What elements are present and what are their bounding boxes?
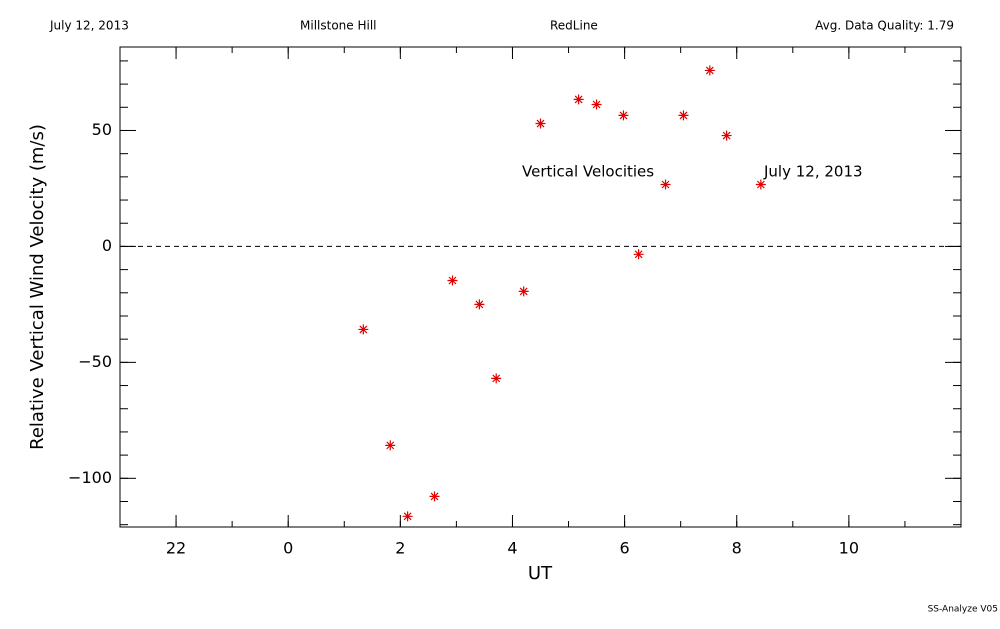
header-quality: Avg. Data Quality: 1.79 [815, 19, 954, 33]
data-point [660, 179, 671, 190]
data-point [402, 511, 413, 522]
x-tick-label: 0 [283, 539, 293, 558]
data-point [573, 94, 584, 105]
data-point [518, 286, 529, 297]
y-tick-label: −50 [78, 352, 112, 371]
data-point [721, 130, 732, 141]
x-tick-label: 2 [395, 539, 405, 558]
x-tick-label: 22 [166, 539, 186, 558]
y-tick-label: −100 [68, 468, 112, 487]
footer: SS-Analyze V05 [928, 605, 998, 615]
data-point [447, 275, 458, 286]
y-tick-label: 50 [92, 120, 112, 139]
data-point [474, 299, 485, 310]
data-point [358, 324, 369, 335]
data-point [491, 373, 502, 384]
header-site: Millstone Hill [300, 19, 376, 33]
data-point [633, 249, 644, 260]
plot-frame [119, 46, 962, 528]
data-point [618, 110, 629, 121]
data-point [678, 110, 689, 121]
data-point [704, 65, 715, 76]
data-point [755, 179, 766, 190]
data-point [429, 491, 440, 502]
x-tick-label: 10 [839, 539, 859, 558]
data-point [591, 99, 602, 110]
header-date: July 12, 2013 [49, 19, 129, 33]
x-axis-label: UT [528, 563, 553, 584]
annotation: Vertical Velocities [522, 163, 654, 181]
annotation: July 12, 2013 [763, 163, 863, 181]
x-tick-label: 4 [507, 539, 517, 558]
header-line: RedLine [550, 19, 598, 33]
y-tick-label: 0 [102, 236, 112, 255]
x-tick-label: 6 [620, 539, 630, 558]
y-axis-label: Relative Vertical Wind Velocity (m/s) [27, 124, 48, 450]
data-point [535, 118, 546, 129]
data-point [385, 440, 396, 451]
x-tick-label: 8 [732, 539, 742, 558]
